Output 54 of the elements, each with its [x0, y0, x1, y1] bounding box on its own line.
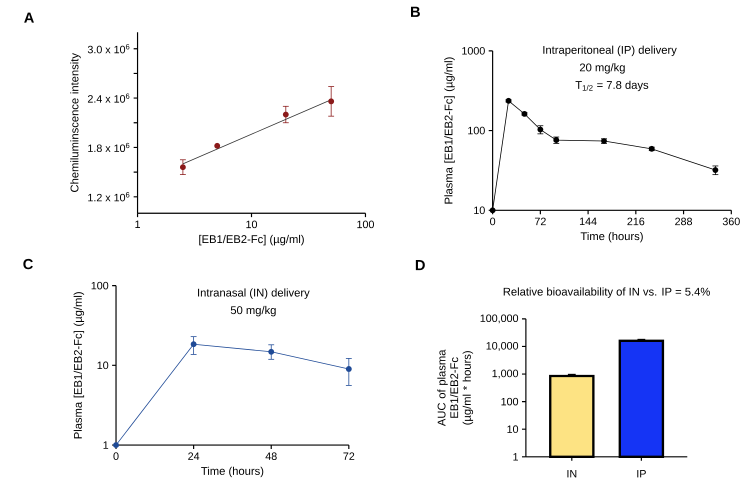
- y-tick-label: 10: [98, 362, 108, 370]
- point: [190, 341, 197, 348]
- x-tick-label: 216: [627, 218, 644, 226]
- y-tick-label: 100: [92, 282, 108, 290]
- x-tick-label: 1: [135, 220, 140, 228]
- point: [268, 348, 274, 355]
- text: D: [416, 260, 425, 270]
- x-axis-title: Time (hours): [580, 232, 643, 242]
- annotation: Intraperitoneal (IP) delivery: [543, 46, 677, 56]
- point: [113, 442, 119, 448]
- y-axis-title: Chemiluminscence intensity: [70, 53, 81, 192]
- y-tick-label: 100: [501, 398, 518, 406]
- x-tick-label: 24: [188, 452, 200, 460]
- y-tick-label: 100: [468, 126, 485, 134]
- x-tick-label: IP: [637, 470, 646, 478]
- x-tick-label: 72: [343, 452, 354, 460]
- y-tick-label: 1000: [462, 47, 485, 55]
- y-tick-label: 1: [104, 441, 108, 449]
- x-tick-label: 48: [266, 452, 277, 460]
- text: A: [24, 12, 34, 23]
- annotation: 20 mg/kg: [580, 63, 625, 74]
- x-tick-label: IN: [567, 470, 576, 478]
- x-tick-label: 10: [246, 220, 258, 228]
- y-tick-label: 1,000: [492, 370, 518, 378]
- x-axis-title: [EB1/EB2-Fc] (µg/ml): [199, 234, 304, 246]
- y-tick-label: 1.8 x 10$^{6}$: [88, 142, 130, 152]
- y-axis-title: AUC of plasma EB1/EB2-Fc (µg/ml * hours): [437, 350, 474, 426]
- y-tick-label: 1.2 x 10$^{6}$: [88, 192, 130, 202]
- y-tick-label: 10,000: [486, 342, 518, 351]
- y-axis-title: Plasma [EB1/EB2-Fc] (µg/ml): [74, 292, 84, 438]
- y-tick-label: 3.0 x 10$^{6}$: [88, 44, 130, 54]
- text: C: [23, 258, 33, 270]
- y-axis-title: Plasma [EB1/EB2-Fc] (µg/ml): [444, 57, 455, 204]
- point: [537, 126, 544, 132]
- x-axis-title: Time (hours): [201, 466, 264, 478]
- x-tick-label: 0: [490, 218, 496, 226]
- annotation: 50 mg/kg: [230, 306, 276, 316]
- x-tick-label: 0: [113, 452, 119, 460]
- point: [522, 110, 528, 117]
- point: [346, 366, 352, 372]
- point: [490, 207, 496, 214]
- x-tick-label: 360: [722, 218, 740, 226]
- x-tick-label: 100: [357, 220, 374, 228]
- y-tick-label: 10: [507, 425, 518, 434]
- y-tick-label: 10: [474, 206, 485, 214]
- x-tick-label: 144: [580, 218, 597, 226]
- text: B: [410, 6, 420, 17]
- chart-title: Relative bioavailability of IN vs. IP = 5.4%: [504, 287, 710, 298]
- annotation: Intranasal (IN) delivery: [198, 288, 310, 299]
- y-tick-label: 100,000: [480, 314, 518, 324]
- y-tick-label: 2.4 x 10$^{6}$: [88, 93, 130, 103]
- x-tick-label: 288: [675, 218, 692, 226]
- annotation: T$_{1/2}$ = 7.8 days: [576, 80, 648, 92]
- x-tick-label: 72: [534, 218, 546, 226]
